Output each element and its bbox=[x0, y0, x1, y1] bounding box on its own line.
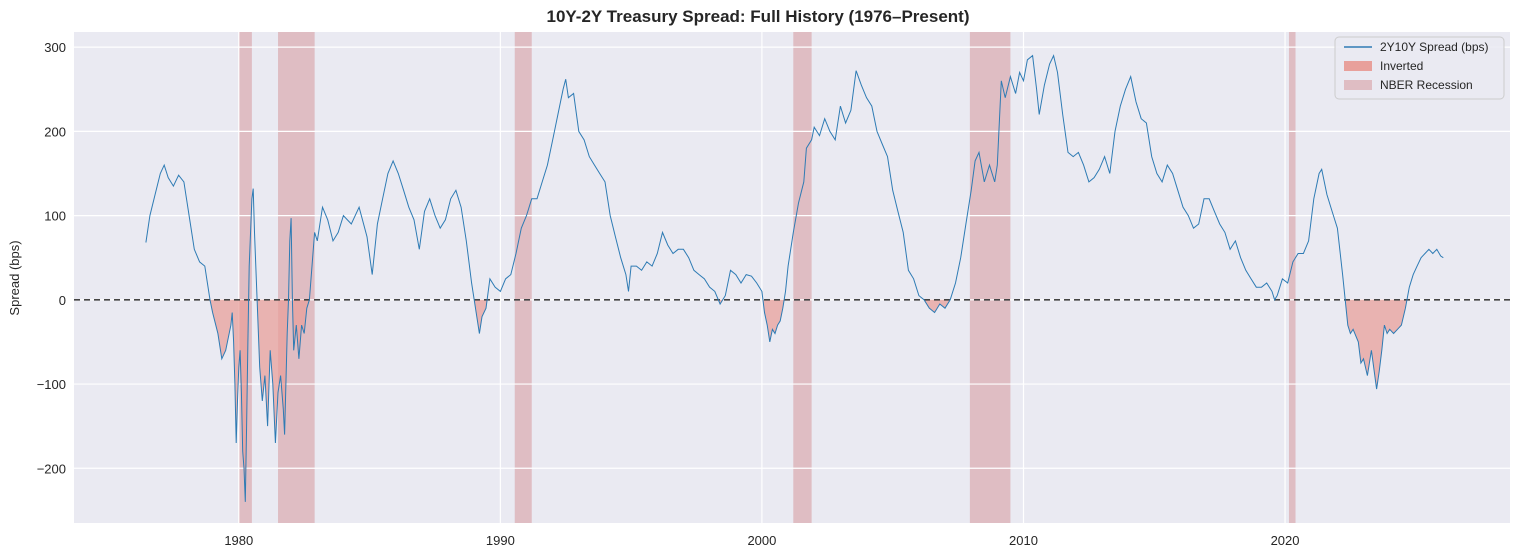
legend-entry-inverted: Inverted bbox=[1380, 59, 1423, 73]
legend-entry-spread: 2Y10Y Spread (bps) bbox=[1380, 40, 1489, 54]
recession-band-3 bbox=[793, 32, 812, 523]
chart-title: 10Y-2Y Treasury Spread: Full History (19… bbox=[547, 7, 970, 26]
inverted-fill-region bbox=[924, 299, 951, 313]
x-tick-label: 2010 bbox=[1009, 533, 1038, 548]
legend-entry-recession: NBER Recession bbox=[1380, 78, 1473, 92]
x-tick-label: 2000 bbox=[747, 533, 776, 548]
y-axis-ticks: −200 −100 0 100 200 300 bbox=[37, 40, 66, 476]
inverted-fill-region bbox=[257, 299, 289, 443]
inverted-fill-region bbox=[1345, 299, 1407, 390]
y-tick-label: 100 bbox=[44, 209, 66, 224]
y-tick-label: 200 bbox=[44, 124, 66, 139]
legend: 2Y10Y Spread (bps) Inverted NBER Recessi… bbox=[1334, 36, 1505, 100]
y-tick-label: −200 bbox=[37, 461, 66, 476]
y-axis-label: Spread (bps) bbox=[7, 240, 22, 315]
recession-band-1 bbox=[278, 32, 315, 523]
y-tick-label: 300 bbox=[44, 40, 66, 55]
x-tick-label: 1980 bbox=[224, 533, 253, 548]
inverted-fill-region bbox=[474, 299, 488, 334]
legend-swatch-recession bbox=[1344, 80, 1372, 90]
series-line-2y10y bbox=[145, 54, 1444, 502]
y-tick-label: −100 bbox=[37, 377, 66, 392]
x-tick-label: 2020 bbox=[1271, 533, 1300, 548]
legend-box bbox=[1334, 36, 1505, 100]
inverted-fill-region bbox=[210, 299, 249, 502]
recession-band-5 bbox=[1288, 32, 1296, 523]
gridlines bbox=[74, 32, 1510, 523]
recession-band-2 bbox=[514, 32, 532, 523]
inverted-fill-area bbox=[210, 299, 1407, 502]
recession-band-4 bbox=[969, 32, 1011, 523]
y-tick-label: 0 bbox=[59, 293, 66, 308]
x-axis-ticks: 1980 1990 2000 2010 2020 bbox=[224, 533, 1299, 548]
recession-bands bbox=[238, 32, 1296, 523]
x-tick-label: 1990 bbox=[486, 533, 515, 548]
legend-swatch-inverted bbox=[1344, 61, 1372, 71]
